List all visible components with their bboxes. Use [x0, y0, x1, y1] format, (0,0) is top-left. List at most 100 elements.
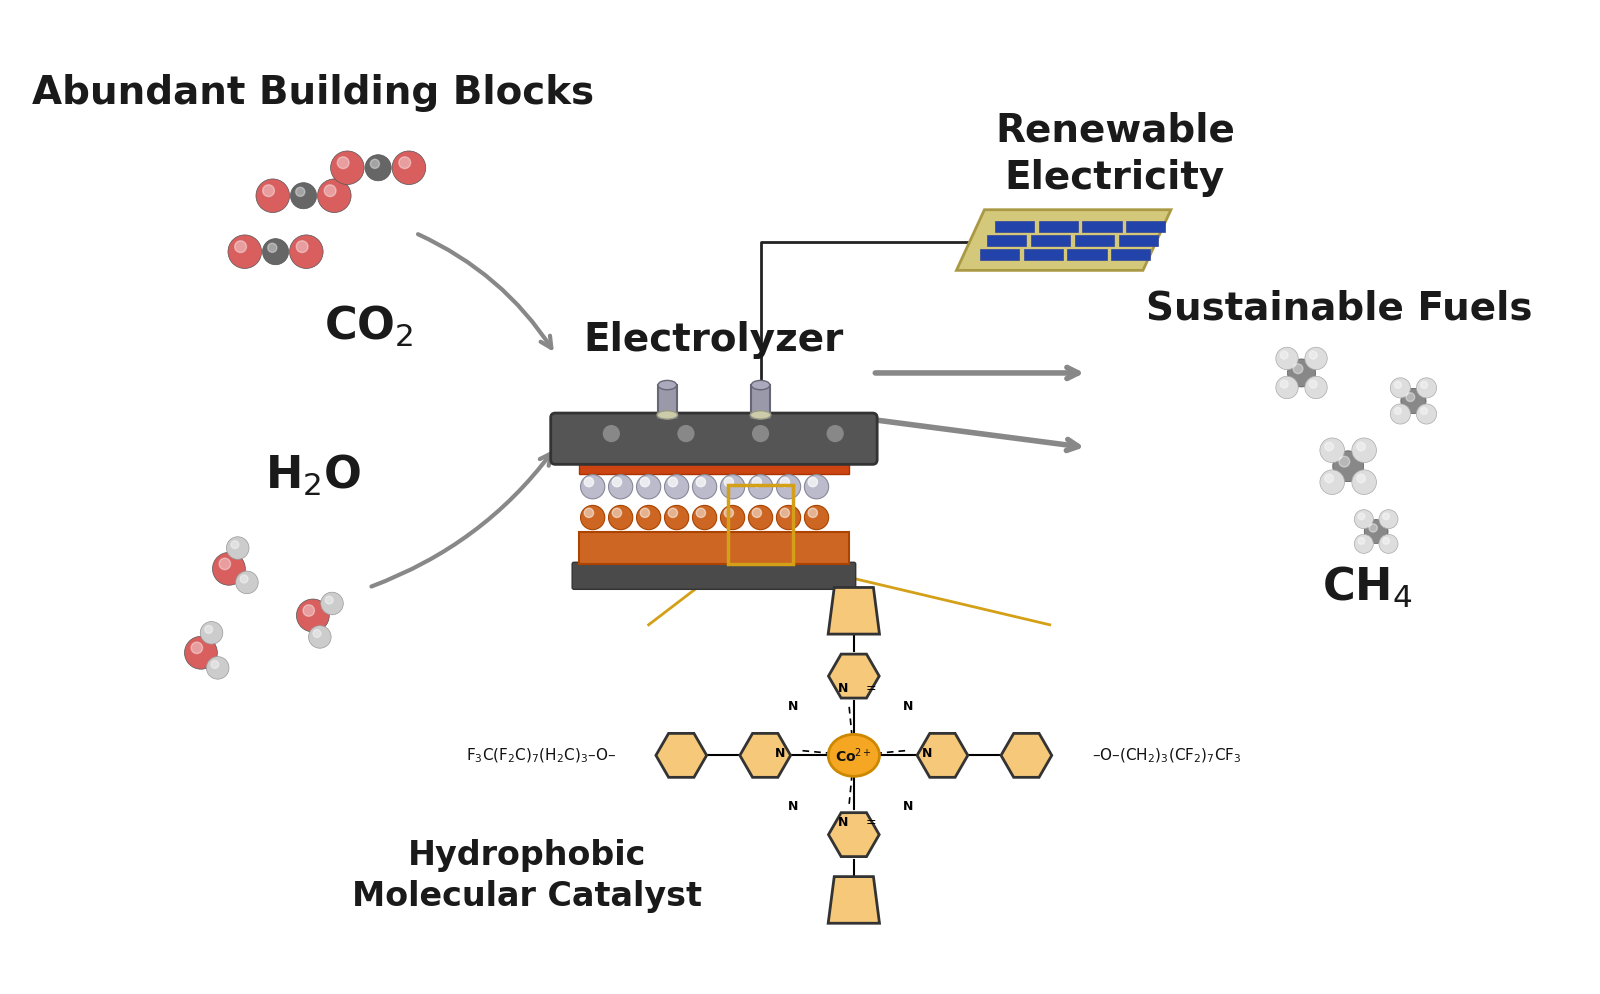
Circle shape [1382, 513, 1389, 520]
Polygon shape [1038, 221, 1078, 233]
Circle shape [1382, 538, 1389, 545]
Circle shape [1333, 451, 1363, 482]
Circle shape [398, 157, 411, 169]
Circle shape [302, 604, 315, 616]
Bar [579, 462, 850, 474]
Circle shape [808, 508, 818, 518]
Bar [752, 385, 770, 417]
Text: Sustainable Fuels: Sustainable Fuels [1146, 289, 1533, 327]
Circle shape [219, 559, 230, 570]
Circle shape [1357, 474, 1365, 483]
Circle shape [1352, 470, 1376, 494]
Polygon shape [995, 221, 1034, 233]
Circle shape [1357, 442, 1365, 451]
Polygon shape [957, 210, 1171, 270]
Circle shape [725, 508, 733, 518]
Ellipse shape [658, 381, 677, 390]
Polygon shape [829, 813, 880, 857]
Polygon shape [739, 734, 790, 777]
Text: N: N [902, 800, 914, 813]
Polygon shape [1118, 235, 1158, 247]
Polygon shape [1002, 734, 1051, 777]
Circle shape [1394, 408, 1402, 414]
Circle shape [749, 505, 773, 530]
Circle shape [608, 505, 632, 530]
Circle shape [693, 474, 717, 499]
Circle shape [1365, 520, 1389, 544]
Circle shape [1402, 389, 1426, 414]
Polygon shape [1024, 248, 1062, 260]
Text: Co$^{2+}$: Co$^{2+}$ [835, 746, 872, 764]
Polygon shape [1030, 235, 1070, 247]
Circle shape [1309, 380, 1317, 388]
Text: Electrolyzer: Electrolyzer [584, 321, 845, 359]
Circle shape [1293, 364, 1302, 374]
Circle shape [752, 508, 762, 518]
Polygon shape [1082, 221, 1122, 233]
Circle shape [331, 151, 365, 185]
Circle shape [1309, 351, 1317, 359]
Ellipse shape [752, 381, 770, 390]
Circle shape [338, 157, 349, 169]
FancyBboxPatch shape [573, 563, 856, 589]
Circle shape [1306, 377, 1328, 399]
Circle shape [1390, 378, 1411, 398]
Circle shape [725, 477, 733, 487]
Circle shape [184, 636, 218, 669]
Circle shape [805, 474, 829, 499]
Circle shape [1416, 378, 1437, 398]
Circle shape [1358, 513, 1365, 520]
Text: =: = [866, 682, 875, 695]
Circle shape [584, 477, 594, 487]
Text: N: N [789, 800, 798, 813]
FancyBboxPatch shape [550, 414, 877, 464]
Text: N: N [837, 682, 848, 695]
Circle shape [227, 537, 250, 560]
Circle shape [1320, 438, 1344, 462]
Circle shape [664, 474, 688, 499]
Circle shape [602, 424, 621, 443]
Text: N: N [776, 747, 786, 760]
Circle shape [230, 541, 238, 549]
Text: Abundant Building Blocks: Abundant Building Blocks [32, 75, 594, 112]
Circle shape [1325, 442, 1333, 451]
Text: N: N [902, 701, 914, 714]
Circle shape [314, 629, 322, 637]
Polygon shape [917, 734, 968, 777]
Circle shape [309, 625, 331, 648]
Polygon shape [829, 654, 880, 698]
Circle shape [608, 474, 632, 499]
Circle shape [325, 185, 336, 197]
Circle shape [262, 185, 275, 197]
Circle shape [320, 592, 344, 614]
Circle shape [1288, 359, 1315, 387]
Circle shape [211, 661, 219, 668]
Circle shape [1325, 474, 1333, 483]
Circle shape [664, 505, 688, 530]
Circle shape [640, 477, 650, 487]
Circle shape [240, 576, 248, 582]
Circle shape [1390, 404, 1411, 424]
Circle shape [613, 508, 621, 518]
Text: H$_2$O: H$_2$O [264, 453, 362, 498]
Circle shape [296, 241, 309, 252]
Text: –O–(CH$_2$)$_3$(CF$_2$)$_7$CF$_3$: –O–(CH$_2$)$_3$(CF$_2$)$_7$CF$_3$ [1091, 746, 1242, 764]
Circle shape [1370, 524, 1378, 532]
Circle shape [808, 477, 818, 487]
Circle shape [1421, 382, 1427, 389]
Bar [728, 485, 794, 565]
Circle shape [637, 505, 661, 530]
Circle shape [1320, 470, 1344, 494]
Circle shape [581, 474, 605, 499]
Circle shape [325, 596, 333, 604]
Circle shape [1379, 510, 1398, 529]
Circle shape [752, 477, 762, 487]
Circle shape [669, 477, 677, 487]
Text: CO$_2$: CO$_2$ [325, 304, 413, 349]
Circle shape [365, 155, 392, 181]
Circle shape [235, 572, 258, 593]
Circle shape [581, 505, 605, 530]
Circle shape [205, 625, 213, 633]
Circle shape [262, 239, 288, 264]
Circle shape [370, 159, 379, 168]
